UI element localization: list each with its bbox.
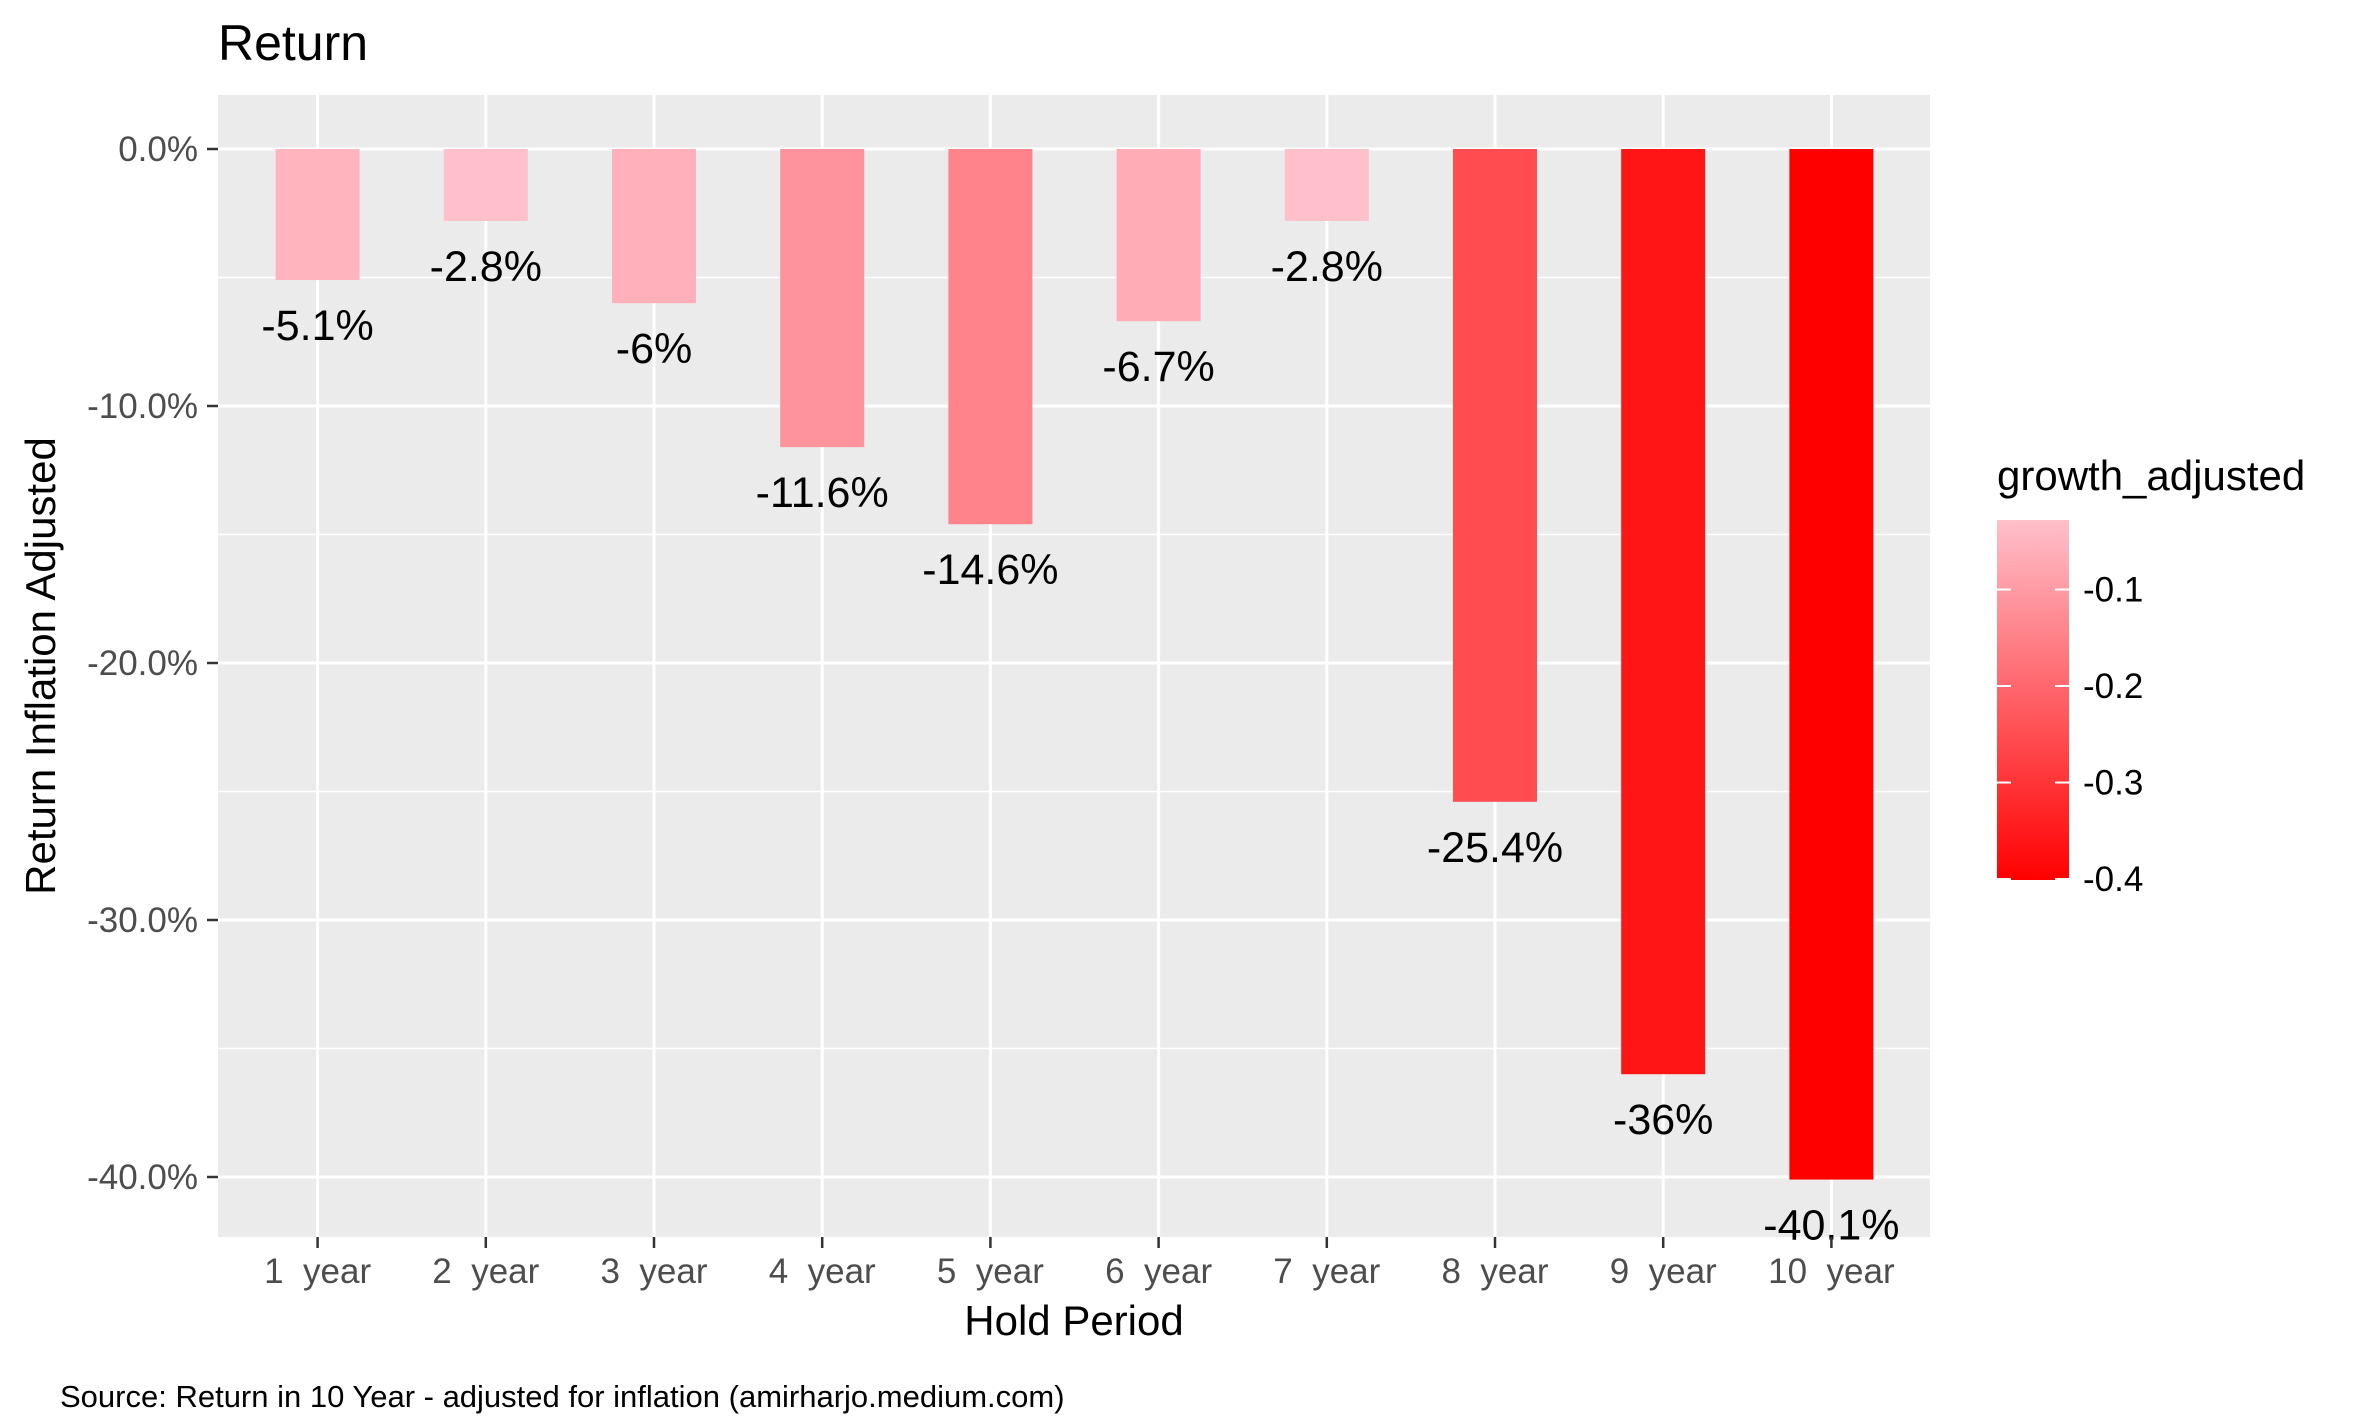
legend-ticks: -0.1 -0.2 -0.3 -0.4 xyxy=(1997,570,2143,899)
bars xyxy=(275,149,1874,1180)
bar xyxy=(948,149,1033,525)
x-tick-label: 8 year xyxy=(1442,1252,1549,1291)
legend-tick-label: -0.4 xyxy=(2083,860,2143,899)
x-tick-label: 1 year xyxy=(264,1252,371,1291)
legend-colorbar xyxy=(1997,520,2069,880)
y-axis: 0.0% -10.0% -20.0% -30.0% -40.0% xyxy=(87,130,218,1197)
bar xyxy=(1453,149,1537,802)
data-label: -2.8% xyxy=(1271,243,1383,291)
y-axis-title: Return Inflation Adjusted xyxy=(17,437,64,895)
x-tick-label: 3 year xyxy=(601,1252,708,1291)
bar xyxy=(1789,149,1874,1180)
legend-tick-label: -0.3 xyxy=(2083,764,2143,803)
data-label: -36% xyxy=(1613,1096,1713,1144)
x-axis: 1 year 2 year 3 year 4 year 5 year 6 year 7 ye… xyxy=(264,1237,1895,1291)
y-tick-label: -40.0% xyxy=(87,1158,198,1197)
legend-tick-label: -0.1 xyxy=(2083,570,2143,609)
bar xyxy=(443,149,528,221)
x-axis-title: Hold Period xyxy=(964,1297,1183,1344)
data-label: -6% xyxy=(616,325,692,373)
bar xyxy=(1621,149,1706,1075)
data-label: -14.6% xyxy=(922,546,1058,594)
data-label: -6.7% xyxy=(1102,343,1214,391)
bar xyxy=(612,149,696,304)
x-tick-label: 6 year xyxy=(1105,1252,1212,1291)
value-labels: -5.1% -2.8% -6% -11.6% -14.6% -6.7% -2.8% -25.4… xyxy=(261,243,1899,1250)
legend-title: growth_adjusted xyxy=(1997,452,2305,499)
bar xyxy=(1284,149,1369,221)
y-tick-label: -10.0% xyxy=(87,387,198,426)
chart-title: Return xyxy=(218,15,368,71)
data-label: -5.1% xyxy=(261,302,373,350)
data-label: -25.4% xyxy=(1427,824,1563,872)
x-tick-label: 2 year xyxy=(432,1252,539,1291)
x-tick-label: 7 year xyxy=(1273,1252,1380,1291)
x-tick-label: 10 year xyxy=(1768,1252,1895,1291)
bar xyxy=(1116,149,1201,322)
data-label: -2.8% xyxy=(430,243,542,291)
bar xyxy=(275,149,360,281)
y-tick-label: 0.0% xyxy=(118,130,198,169)
y-tick-label: -30.0% xyxy=(87,901,198,940)
y-tick-label: -20.0% xyxy=(87,644,198,683)
x-tick-label: 5 year xyxy=(937,1252,1044,1291)
legend: growth_adjusted -0.1 -0.2 -0.3 -0.4 xyxy=(1997,452,2305,899)
x-tick-label: 9 year xyxy=(1610,1252,1717,1291)
data-label: -11.6% xyxy=(756,469,889,517)
caption: Source: Return in 10 Year - adjusted for… xyxy=(60,1379,1065,1414)
legend-tick-label: -0.2 xyxy=(2083,667,2143,706)
bar xyxy=(780,149,865,448)
x-tick-label: 4 year xyxy=(769,1252,876,1291)
